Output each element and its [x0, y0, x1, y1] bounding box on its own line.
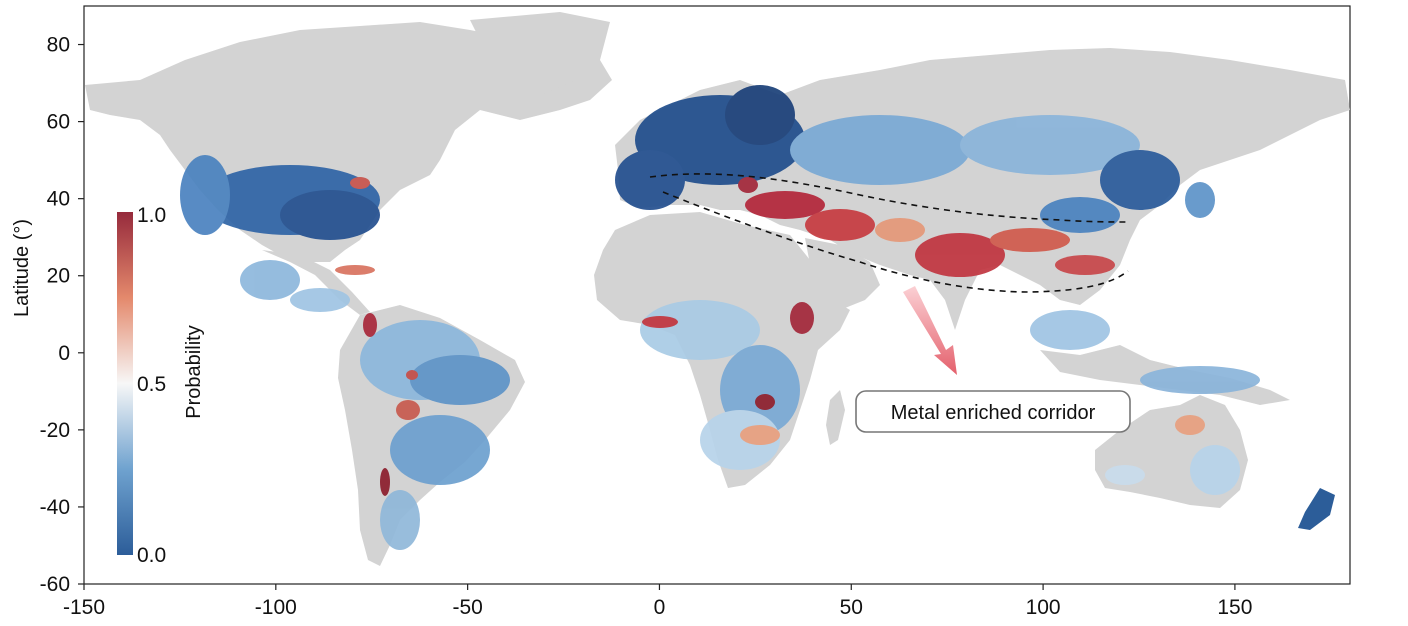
x-axis-ticks: -150 -100 -50 0 50 100 150 [63, 584, 1252, 619]
colorbar-max-label: 1.0 [137, 204, 166, 227]
land-new-zealand [1298, 488, 1335, 530]
colorbar: 1.0 0.5 0.0 Probability [117, 204, 205, 567]
colorbar-title: Probability [183, 325, 205, 418]
land-arabia [805, 238, 880, 310]
land-greenland [470, 12, 610, 110]
colorbar-min-label: 0.0 [137, 544, 166, 567]
y-axis-ticks: 80 60 40 20 0 -20 -40 -60 [40, 34, 84, 596]
y-tick-label: 0 [58, 342, 70, 365]
colorbar-gradient [117, 212, 133, 555]
x-tick-label: 100 [1026, 596, 1061, 619]
y-tick-label: 20 [47, 265, 70, 288]
y-tick-label: 40 [47, 188, 70, 211]
land-madagascar [826, 390, 845, 445]
y-tick-label: -60 [40, 573, 70, 596]
probability-overlay [180, 85, 1260, 550]
x-tick-label: 50 [840, 596, 863, 619]
y-tick-label: -20 [40, 419, 70, 442]
colorbar-mid-label: 0.5 [137, 373, 166, 396]
x-tick-label: -50 [452, 596, 482, 619]
x-tick-label: -150 [63, 596, 105, 619]
land-eurasia [615, 48, 1350, 330]
annotation-box: Metal enriched corridor [855, 390, 1131, 433]
map-layer [85, 12, 1350, 566]
y-tick-label: 80 [47, 34, 70, 57]
corridor-lower-boundary [662, 191, 1129, 293]
y-tick-label: 60 [47, 111, 70, 134]
x-tick-label: 0 [654, 596, 666, 619]
corridor-upper-boundary [649, 173, 1131, 223]
annotation-text: Metal enriched corridor [891, 402, 1096, 424]
x-tick-label: 150 [1217, 596, 1252, 619]
x-tick-label: -100 [255, 596, 297, 619]
y-axis-title: Latitude (°) [11, 219, 33, 317]
annotation-arrow [903, 286, 957, 375]
y-tick-label: -40 [40, 496, 70, 519]
